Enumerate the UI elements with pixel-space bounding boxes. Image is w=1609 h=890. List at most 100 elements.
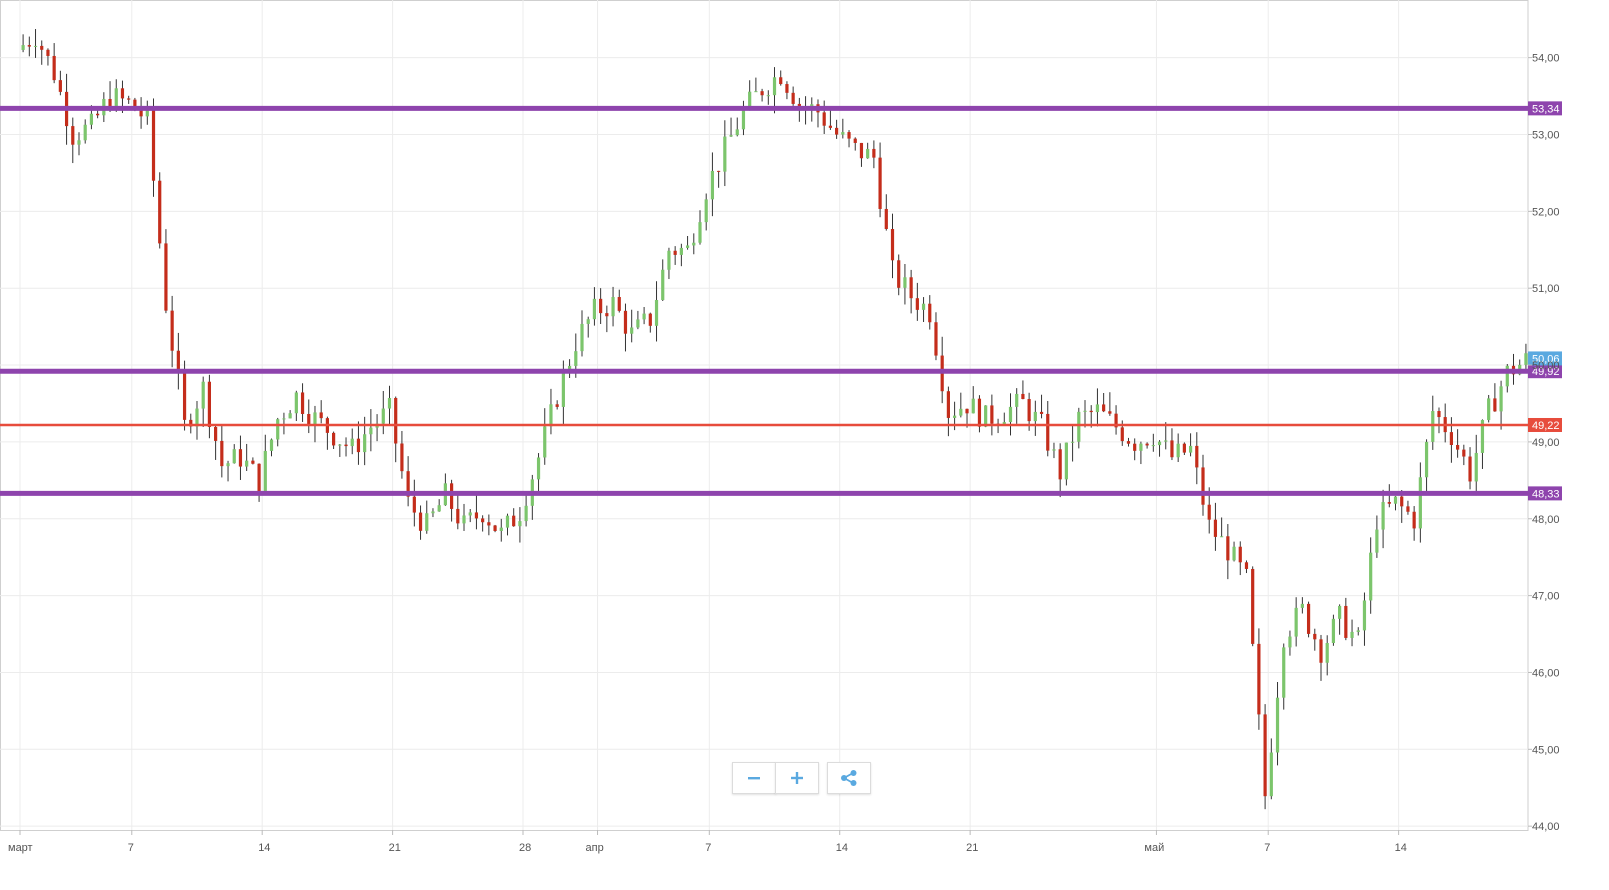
candle-body <box>1431 411 1435 442</box>
candle-body <box>965 408 969 414</box>
candle-body <box>207 381 212 427</box>
candle-body <box>946 391 950 418</box>
candle-body <box>1288 636 1292 648</box>
candle-body <box>276 419 280 440</box>
candle-body <box>1275 697 1280 753</box>
level-label-bg <box>1528 486 1562 501</box>
candle-body <box>1524 353 1528 365</box>
y-tick-label: 45,00 <box>1532 744 1560 756</box>
candle-body <box>828 125 833 128</box>
candle-body <box>897 260 901 288</box>
y-tick-label: 47,00 <box>1532 591 1560 603</box>
y-tick-label: 53,00 <box>1532 129 1560 141</box>
y-tick-label: 54,00 <box>1532 53 1560 65</box>
axes: 44,00 45,00 46,00 47,00 48,00 49,00 50,00 51,00… <box>8 53 1560 854</box>
candle-body <box>257 463 261 492</box>
candles <box>21 29 1528 810</box>
candle-body <box>822 112 826 126</box>
candle-body <box>201 381 205 409</box>
candle-body <box>685 245 690 248</box>
candle-body <box>1182 443 1186 453</box>
candle-body <box>872 148 876 158</box>
candle-body <box>977 398 982 427</box>
candle-body <box>108 98 112 108</box>
candle-body <box>164 243 168 311</box>
zoom-out-button[interactable] <box>732 762 776 794</box>
candle-body <box>189 419 193 427</box>
candle-body <box>1170 440 1174 458</box>
candle-body <box>52 55 56 81</box>
x-tick-label: 21 <box>389 842 401 854</box>
candle-body <box>456 508 460 524</box>
candle-body <box>673 250 677 255</box>
share-icon <box>841 770 857 786</box>
candle-body <box>332 432 336 446</box>
candle-body <box>698 222 702 243</box>
candle-body <box>512 515 516 527</box>
candle-body <box>841 132 845 135</box>
candle-body <box>1164 440 1168 442</box>
candle-body <box>555 404 559 407</box>
candle-body <box>1201 467 1205 505</box>
candle-body <box>654 299 659 326</box>
candle-body <box>96 113 100 116</box>
candle-body <box>1474 452 1478 482</box>
candle-body <box>1226 536 1230 561</box>
candle-body <box>1350 631 1354 638</box>
candle-body <box>139 110 143 117</box>
x-tick-label: 14 <box>258 842 270 854</box>
candle-body <box>1213 519 1218 537</box>
candle-body <box>145 106 149 117</box>
x-tick-label: 7 <box>128 842 134 854</box>
candle-body <box>1021 393 1025 400</box>
candle-body <box>611 297 615 317</box>
candle-body <box>33 45 38 47</box>
candle-body <box>1319 639 1323 663</box>
candle-body <box>1263 714 1267 797</box>
candle-body <box>300 392 305 414</box>
candle-body <box>729 135 733 137</box>
candle-body <box>319 412 323 419</box>
share-button[interactable] <box>827 762 871 794</box>
candle-body <box>1139 443 1143 451</box>
candle-body <box>549 404 553 427</box>
zoom-in-button[interactable] <box>775 762 819 794</box>
candle-body <box>1102 404 1106 412</box>
x-tick-label: март <box>8 842 33 854</box>
candle-body <box>592 298 597 320</box>
candle-body <box>1306 603 1311 634</box>
candle-body <box>1120 427 1124 442</box>
candle-body <box>692 242 696 246</box>
candle-body <box>307 413 311 425</box>
candle-body <box>1251 568 1255 644</box>
candle-body <box>1151 445 1155 447</box>
y-tick-label: 52,00 <box>1532 206 1560 218</box>
candle-body <box>1244 562 1249 569</box>
candle-body <box>543 426 547 458</box>
candle-body <box>779 77 783 85</box>
current-price-bg <box>1528 351 1562 366</box>
candle-body <box>847 132 851 139</box>
candle-body <box>462 515 466 524</box>
y-tick-label: 48,00 <box>1532 514 1560 526</box>
level-label-bg <box>1528 417 1562 432</box>
candle-body <box>1002 422 1006 424</box>
candle-body <box>1077 411 1081 442</box>
x-tick-label: май <box>1144 842 1164 854</box>
x-tick-label: 7 <box>1264 842 1270 854</box>
candle-body <box>1188 445 1193 453</box>
candle-body <box>748 91 752 108</box>
candle-body <box>605 313 609 317</box>
x-tick-label: 28 <box>519 842 531 854</box>
candle-body <box>1400 496 1404 507</box>
candle-body <box>1393 496 1398 504</box>
candle-body <box>238 449 243 467</box>
candle-body <box>71 126 75 145</box>
candle-body <box>1338 605 1342 619</box>
candle-body <box>313 412 317 425</box>
candle-body <box>170 310 174 351</box>
candle-body <box>648 313 652 326</box>
candle-body <box>487 522 491 526</box>
